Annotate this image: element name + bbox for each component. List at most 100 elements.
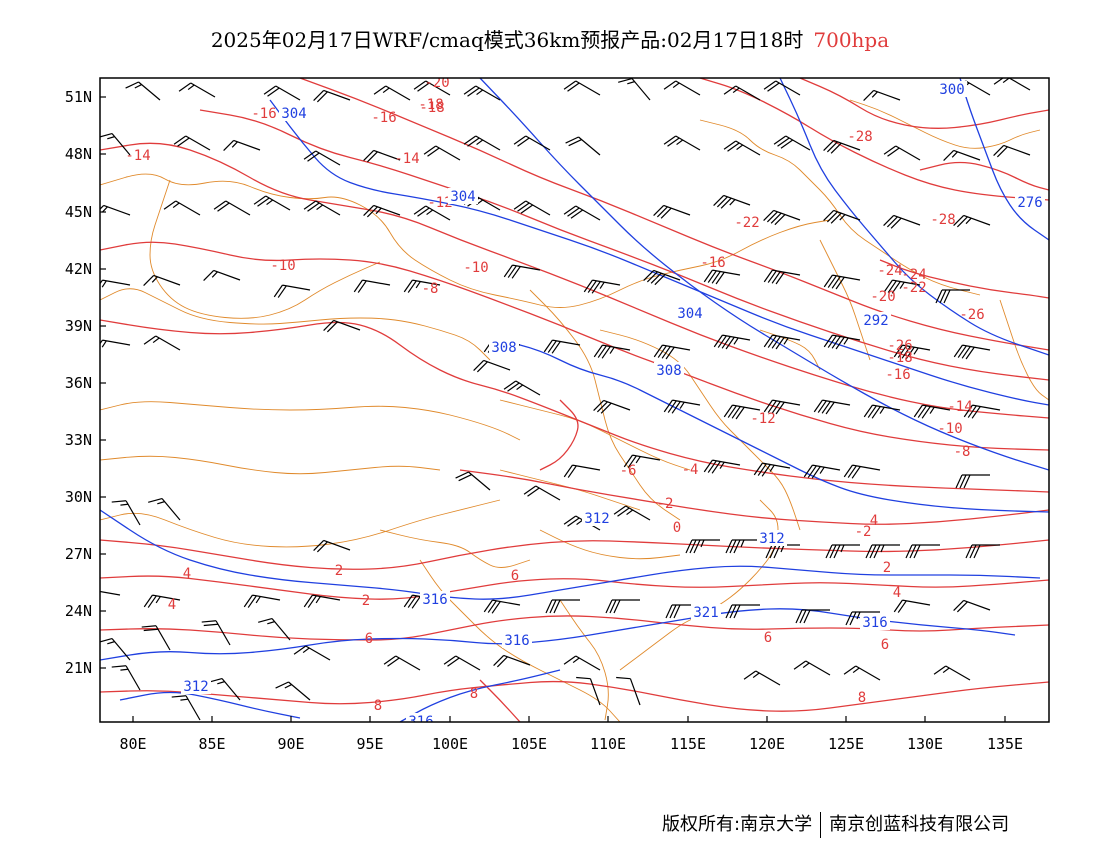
- isotherm: [459, 469, 1049, 525]
- wind-barb: [863, 404, 901, 419]
- geographic-boundaries: [100, 99, 1049, 722]
- isotherm: [299, 78, 1049, 351]
- isotherm: [199, 109, 1049, 381]
- wind-barb: [823, 139, 861, 154]
- wind-barb: [723, 404, 761, 420]
- isotherm-label: 6: [764, 630, 772, 646]
- height-contour-label: 312: [584, 511, 609, 527]
- isotherm-label: -22: [734, 215, 759, 231]
- wind-barb: [403, 279, 441, 293]
- label-backdrop: [489, 339, 519, 355]
- wind-barb: [723, 85, 761, 101]
- wind-barb: [663, 135, 701, 151]
- label-backdrop: [181, 678, 211, 694]
- height-contour: [100, 509, 1041, 600]
- wind-barb: [963, 404, 1001, 419]
- longitude-label: 90E: [277, 735, 304, 753]
- boundary-line: [149, 179, 381, 319]
- isotherm-label: -12: [750, 411, 775, 427]
- isotherm-label: 6: [881, 637, 889, 653]
- wind-barb: [905, 544, 940, 559]
- isotherm-label: -2: [657, 496, 674, 512]
- boundary-line: [499, 399, 691, 471]
- latitude-label: 36N: [65, 374, 92, 392]
- wind-barb: [383, 655, 421, 671]
- boundary-line: [539, 529, 681, 560]
- latitude-label: 27N: [65, 545, 92, 563]
- isotherm-label: -10: [463, 260, 488, 276]
- geopotential-height-contours: [100, 78, 1049, 722]
- boundary-line: [100, 173, 831, 308]
- height-contour-label: 316: [862, 615, 887, 631]
- wind-barb: [825, 544, 860, 559]
- isotherm: [479, 679, 521, 722]
- height-contour-label: 300: [939, 82, 964, 98]
- wind-barb: [893, 344, 931, 360]
- wind-barb: [663, 80, 701, 96]
- wind-barb: [503, 380, 541, 396]
- isotherm-label: 0: [673, 520, 681, 536]
- latitude-label: 21N: [65, 659, 92, 677]
- wind-barb: [455, 471, 491, 491]
- height-contour-label: 308: [656, 363, 681, 379]
- isotherm-label: -10: [270, 258, 295, 274]
- isotherm-label: -6: [620, 463, 637, 479]
- isotherm-label: -16: [885, 367, 910, 383]
- wind-barb: [293, 645, 331, 661]
- wind-barb: [795, 609, 830, 624]
- wind-barb: [605, 599, 640, 614]
- label-backdrop: [279, 105, 309, 121]
- wind-barb: [593, 344, 631, 359]
- wind-barb: [523, 485, 561, 501]
- wind-barb: [173, 135, 211, 151]
- wind-barb: [363, 204, 401, 218]
- wind-barb: [653, 344, 691, 360]
- wind-barb: [616, 676, 641, 706]
- wind-barb: [543, 339, 581, 354]
- wind-barb: [843, 665, 881, 681]
- height-contour-label: 312: [759, 531, 784, 547]
- wind-barb: [823, 209, 861, 224]
- wind-barb: [613, 505, 651, 521]
- wind-barb: [143, 274, 181, 287]
- isotherm: [879, 259, 1049, 299]
- temperature-labels: -20-18-16 -16-14 -14-12-10 -10-8-6 -4-2-2022…: [125, 78, 984, 714]
- map-title: 2025年02月17日WRF/cmaq模式36km预报产品:02月17日18时 7…: [0, 24, 1100, 53]
- isotherm-label: -16: [251, 106, 276, 122]
- wind-barb: [713, 334, 751, 350]
- wind-barb: [935, 289, 970, 304]
- label-backdrop: [582, 510, 612, 526]
- longitude-label: 105E: [511, 735, 547, 753]
- label-backdrop: [675, 305, 705, 321]
- isotherm-label: -16: [700, 255, 725, 271]
- wind-barb: [143, 335, 181, 351]
- isotherm-label: -24: [901, 267, 926, 283]
- isotherm-label: -8: [422, 281, 439, 297]
- longitude-label: 100E: [432, 735, 468, 753]
- isotherm-label: -14: [125, 148, 150, 164]
- wind-barbs: [100, 78, 1031, 721]
- height-contour: [399, 669, 561, 722]
- longitude-label: 115E: [670, 735, 706, 753]
- wind-barb: [323, 319, 361, 333]
- wind-barb: [618, 78, 651, 101]
- height-contour-label: 304: [677, 306, 702, 322]
- isotherm-label: 4: [893, 585, 901, 601]
- title-pressure-level: 700hpa: [813, 28, 890, 52]
- wind-barb: [943, 149, 981, 162]
- isotherm: [699, 78, 1049, 201]
- wind-barb: [503, 264, 541, 279]
- latitude-label: 30N: [65, 488, 92, 506]
- wind-barb: [965, 544, 1000, 559]
- wind-barb: [545, 599, 580, 614]
- wind-barb: [893, 599, 931, 613]
- isotherm-label: 4: [168, 597, 176, 613]
- boundary-line: [559, 599, 609, 721]
- isotherm-label: -28: [847, 129, 872, 145]
- isotherm-label: 2: [362, 593, 370, 609]
- isotherm-label: -8: [954, 444, 971, 460]
- wind-barb: [275, 681, 311, 701]
- temperature-isotherms: [100, 78, 1049, 722]
- wind-barb: [363, 149, 401, 163]
- label-backdrop: [1015, 194, 1045, 210]
